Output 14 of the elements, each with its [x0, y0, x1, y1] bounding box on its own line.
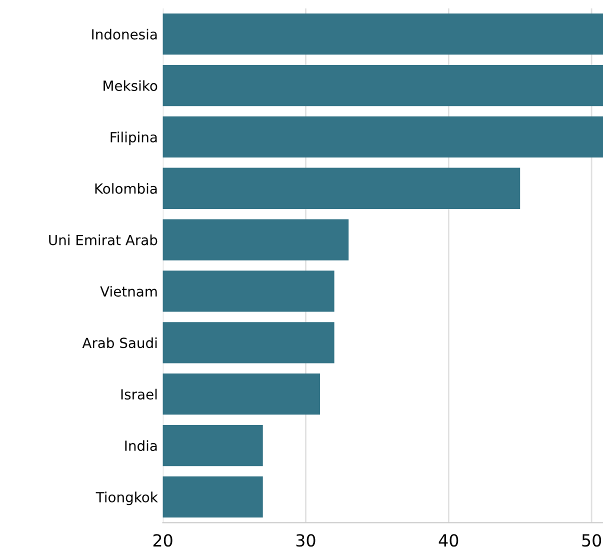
x-tick-label: 20: [153, 534, 172, 547]
y-tick-label: Israel: [121, 388, 157, 400]
y-tick-label: Kolombia: [95, 183, 157, 194]
y-tick-label: Uni Emirat Arab: [49, 234, 158, 246]
y-tick-label: Filipina: [110, 132, 157, 146]
x-tick-label: 50: [582, 534, 602, 547]
x-tick-label: 40: [438, 534, 458, 547]
y-tick-label: Arab Saudi: [82, 337, 157, 348]
y-tick-label: India: [125, 440, 157, 451]
x-tick-label: 30: [296, 534, 316, 547]
y-tick-label: Meksiko: [104, 80, 158, 91]
y-tick-label: Vietnam: [100, 286, 157, 297]
y-tick-label: Indonesia: [92, 28, 157, 40]
y-tick-label: Tiongkok: [96, 492, 158, 506]
